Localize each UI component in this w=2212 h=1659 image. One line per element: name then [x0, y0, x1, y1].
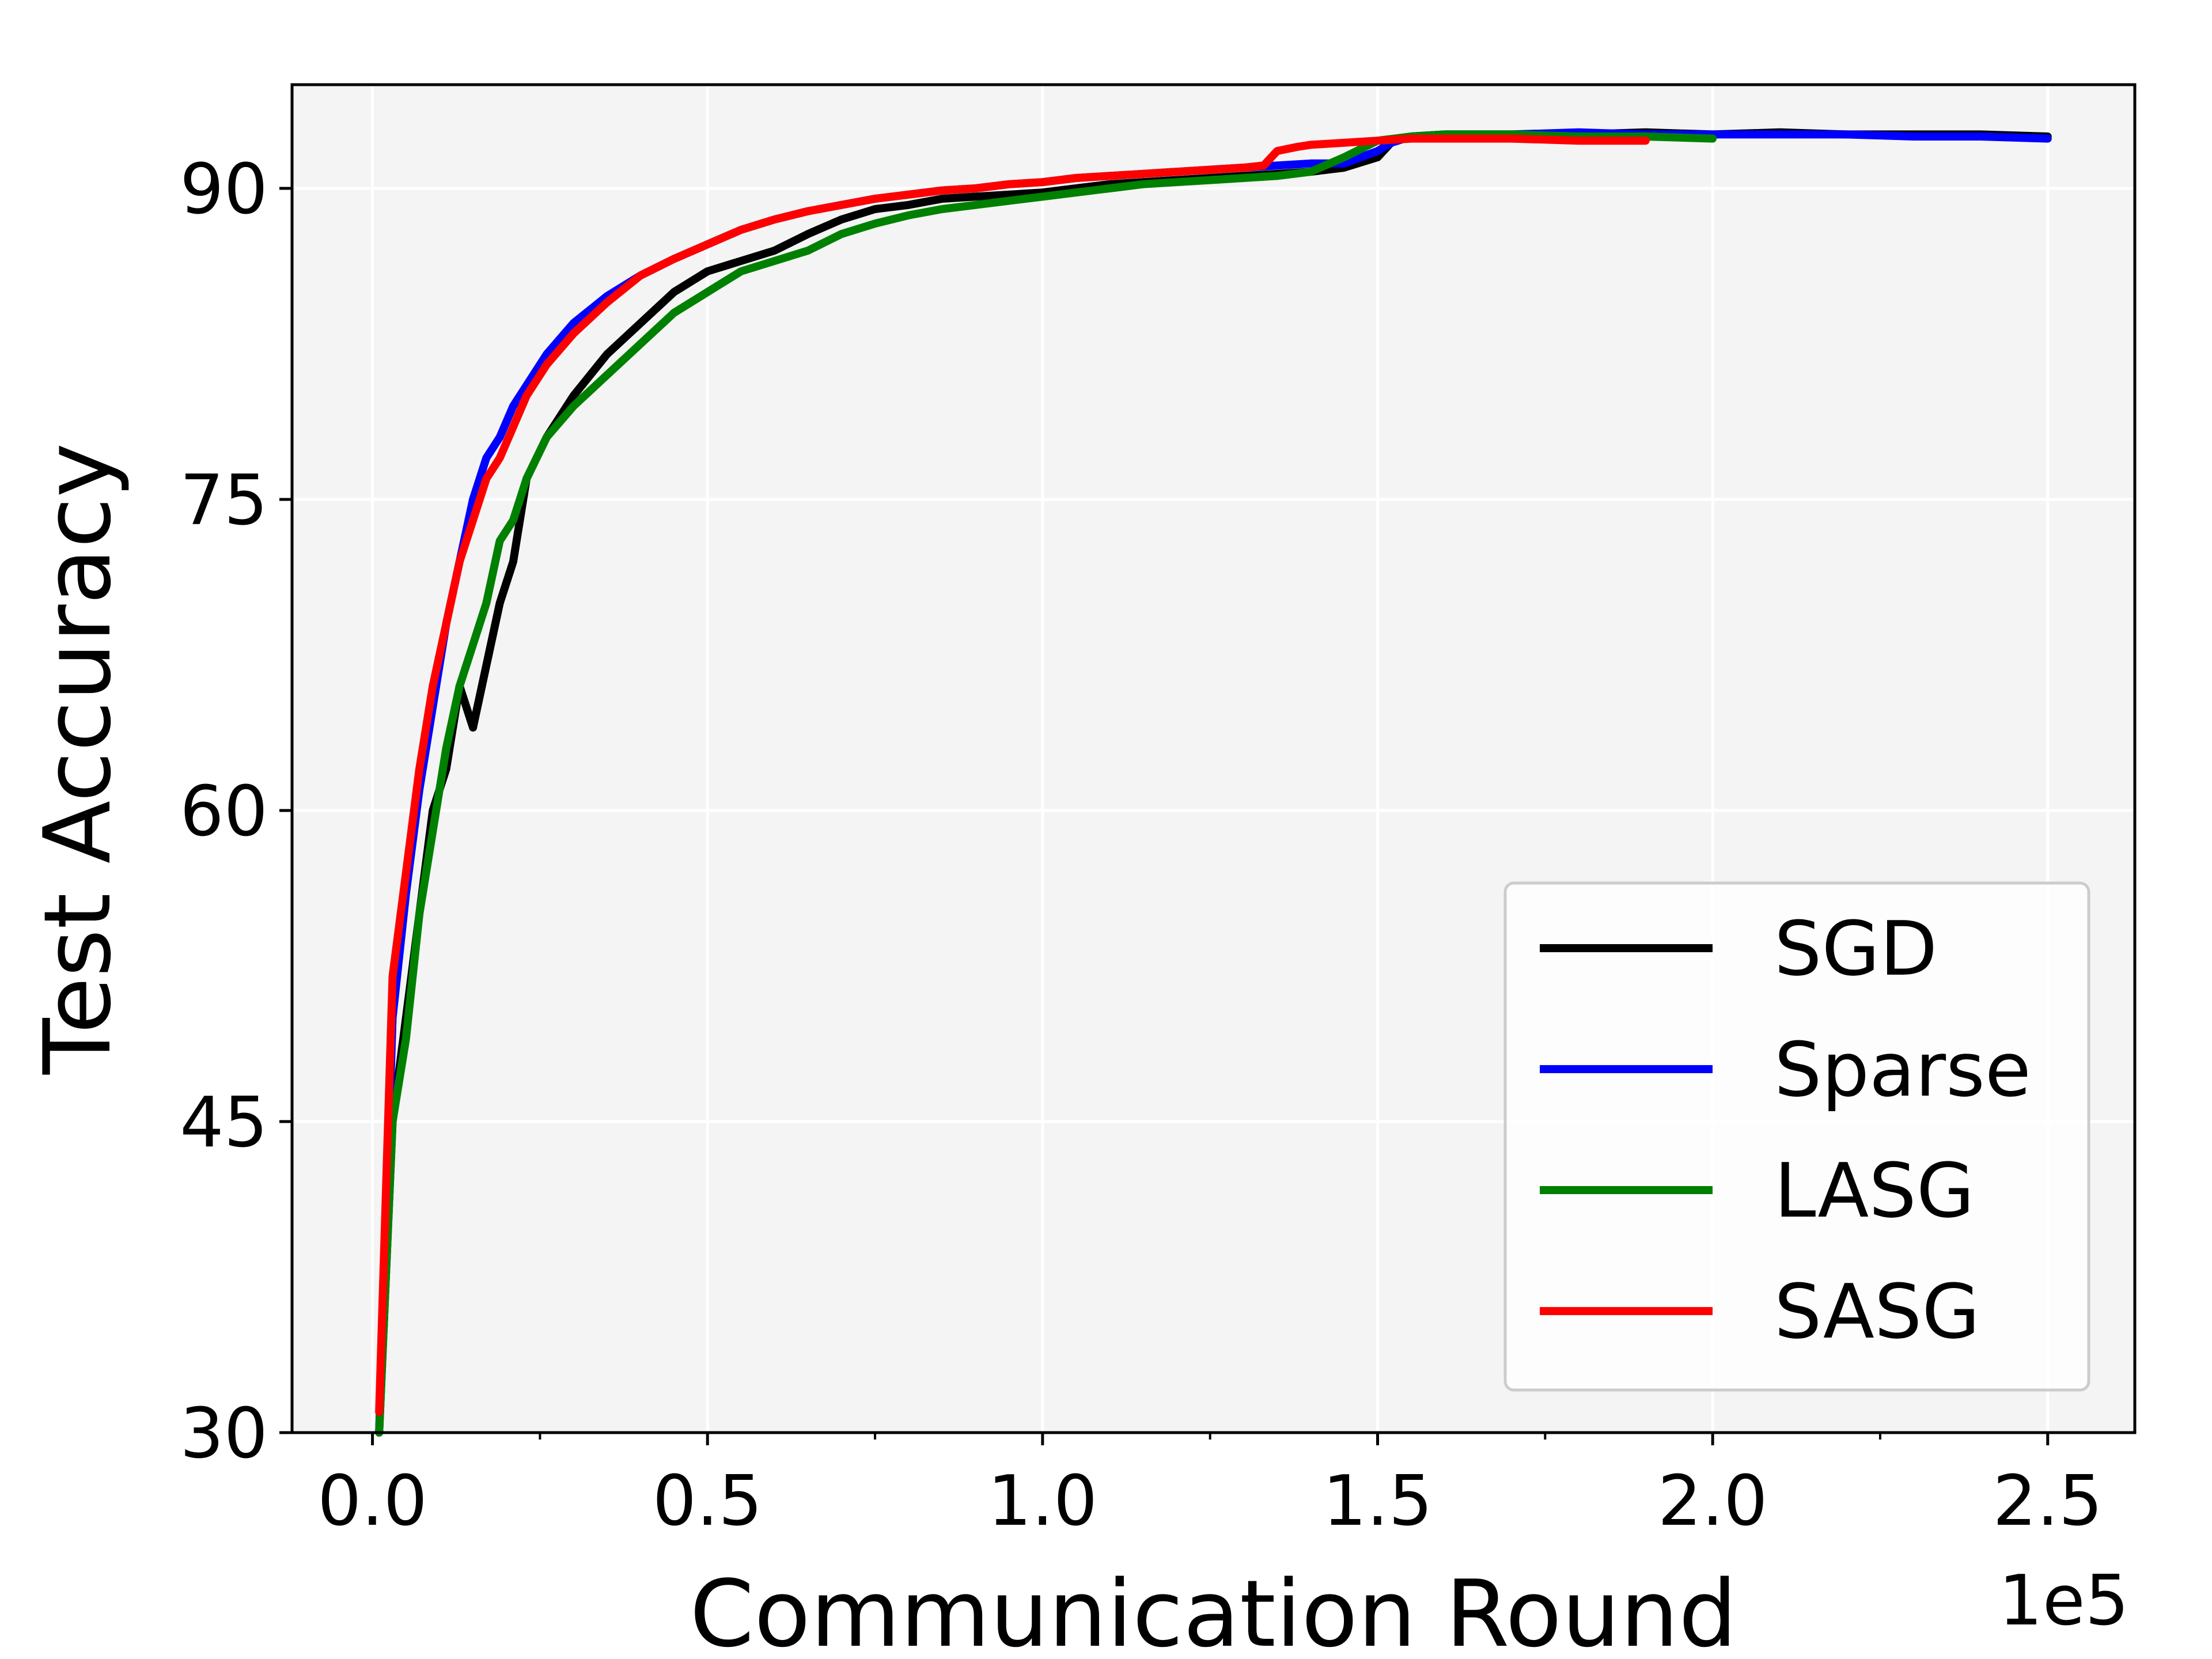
legend-item-lasg: LASG — [1540, 1147, 1975, 1234]
legend-item-sparse: Sparse — [1540, 1026, 2031, 1113]
series-line-sasg — [375, 134, 1650, 1416]
x-tick-label: 0.0 — [317, 1461, 427, 1541]
y-axis-label: Test Accuracy — [24, 443, 131, 1075]
y-tick-label: 45 — [180, 1083, 268, 1163]
x-tick-label: 2.0 — [1658, 1461, 1768, 1541]
y-tick-label: 75 — [180, 461, 268, 541]
legend-box — [1503, 881, 2090, 1392]
legend: SGD Sparse LASG SASG — [1503, 881, 2090, 1392]
x-tick-label: 1.0 — [987, 1461, 1097, 1541]
legend-label: Sparse — [1774, 1026, 2031, 1113]
x-axis-label: Communication Round — [690, 1560, 1737, 1659]
x-tick-label: 2.5 — [1993, 1461, 2103, 1541]
series-line-lasg — [375, 130, 1717, 1437]
legend-label: SASG — [1774, 1268, 1980, 1355]
plot-frame — [290, 83, 2137, 1434]
legend-item-sasg: SASG — [1540, 1268, 1980, 1355]
legend-item-sgd: SGD — [1540, 905, 1937, 993]
series-lines — [375, 128, 2052, 1437]
x-tick-label: 0.5 — [653, 1461, 763, 1541]
y-tick-label: 30 — [180, 1394, 268, 1474]
y-tick-label: 90 — [180, 150, 268, 230]
x-axis-offset-label: 1e5 — [1998, 1561, 2129, 1641]
legend-label: LASG — [1774, 1147, 1975, 1234]
legend-label: SGD — [1774, 905, 1937, 993]
x-tick-label: 1.5 — [1323, 1461, 1433, 1541]
y-tick-label: 60 — [180, 772, 268, 852]
axis-ticks: 0.0 0.5 1.0 1.5 2.0 2.5 30 45 60 75 90 — [180, 150, 2103, 1541]
